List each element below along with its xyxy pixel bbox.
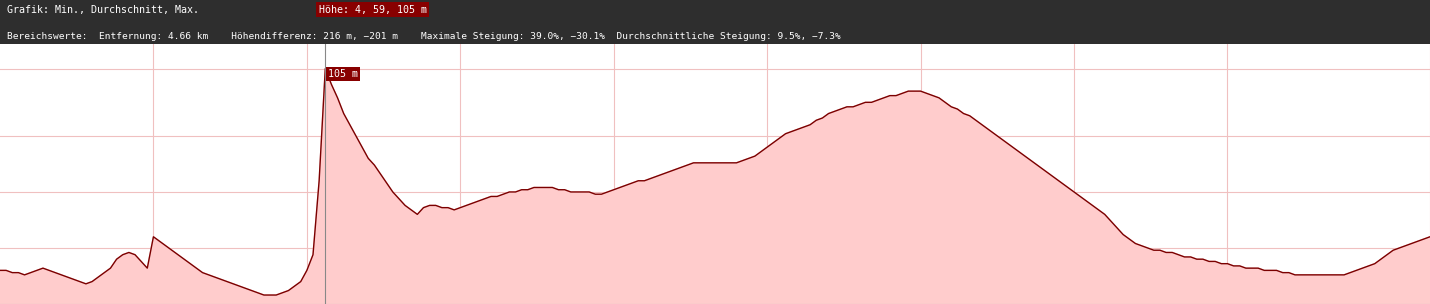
Text: Grafik: Min., Durchschnitt, Max.: Grafik: Min., Durchschnitt, Max. [7, 5, 212, 15]
Text: Bereichswerte:  Entfernung: 4.66 km    Höhendifferenz: 216 m, −201 m    Maximale: Bereichswerte: Entfernung: 4.66 km Höhen… [7, 32, 841, 41]
Text: 105 m: 105 m [329, 69, 359, 79]
Text: Höhe: 4, 59, 105 m: Höhe: 4, 59, 105 m [319, 5, 428, 15]
